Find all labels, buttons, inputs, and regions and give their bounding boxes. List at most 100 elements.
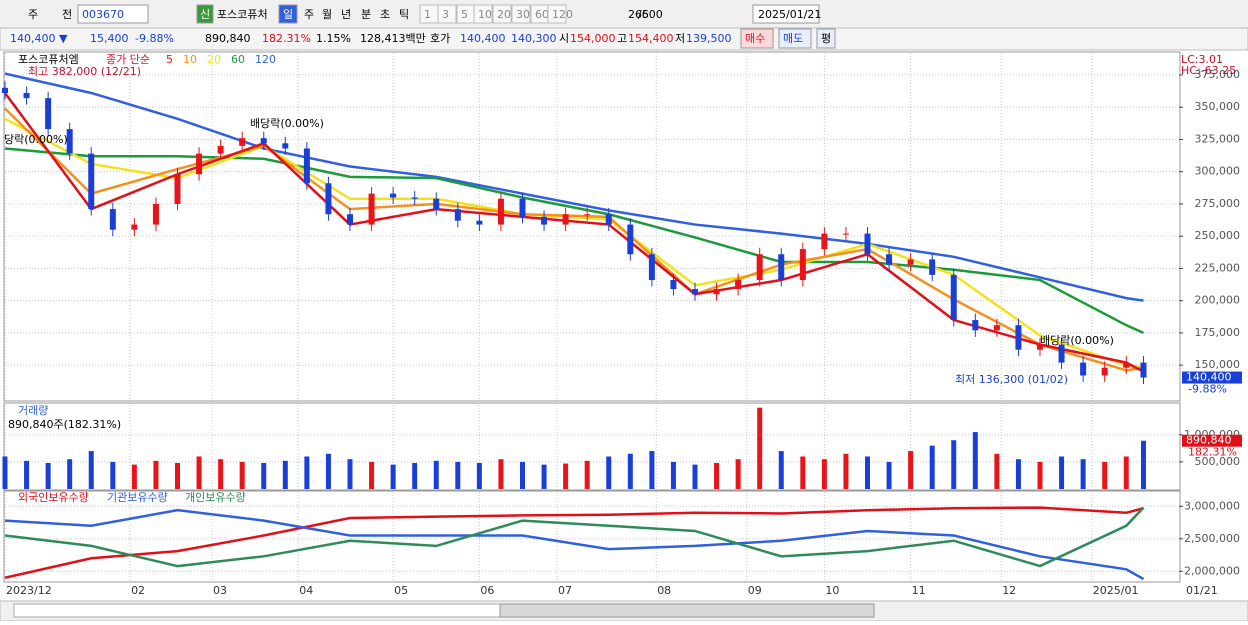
annotation: 배당락(0.00%) (250, 117, 324, 130)
toolbar-button[interactable] (547, 4, 567, 24)
toolbar-label[interactable]: 주 (28, 8, 38, 21)
toolbar-box[interactable] (77, 4, 149, 24)
info-value: 140,300 (511, 32, 557, 45)
toolbar-label[interactable]: 월 (322, 8, 332, 21)
candle-body (993, 325, 1000, 331)
volume-bar (541, 464, 547, 489)
candle-body (282, 143, 289, 149)
toolbar-label[interactable]: 60 (535, 8, 549, 21)
legend-label: 종가 단순 (106, 53, 150, 66)
candle-body (1037, 344, 1043, 350)
info-value: 154,400 (628, 32, 674, 45)
toolbar-label[interactable]: 2025/01/21 (758, 8, 821, 21)
trade-button[interactable] (740, 28, 774, 49)
legend-item: 20 (207, 53, 221, 66)
toolbar-label[interactable]: 초 (380, 8, 390, 21)
toolbar-box[interactable] (752, 4, 820, 24)
info-value: 140,400 ▼ (10, 32, 68, 45)
content: 주 전 003670 신 포스코퓨처 일 주 월 년 분 초 틱 1 3 5 10 20 30 60 120 265/6… (2, 4, 1242, 597)
current-price: 140,400 (1186, 371, 1232, 384)
toolbar-label[interactable]: 틱 (399, 8, 409, 21)
volume-bar (88, 451, 94, 489)
y-tick-label: 325,000 (1195, 132, 1241, 145)
scroll-thumb[interactable] (499, 603, 875, 618)
volume-bar (218, 459, 224, 489)
current-price-box (1182, 371, 1242, 384)
volume-bar (239, 461, 245, 489)
toolbar-button[interactable] (473, 4, 493, 24)
toolbar-label[interactable]: 3 (442, 8, 449, 21)
toolbar-box[interactable] (196, 4, 214, 24)
volume-bar (67, 459, 73, 489)
volume-bar (563, 463, 569, 489)
volume-bar (347, 459, 353, 489)
volume-bar (886, 461, 892, 489)
trade-button[interactable] (778, 28, 812, 49)
volume-bar (649, 451, 655, 489)
candle-body (842, 233, 849, 235)
candle-body (929, 259, 936, 275)
toolbar-label[interactable]: 신 (200, 8, 210, 21)
candle-body (476, 220, 483, 225)
trade-button[interactable] (816, 28, 836, 49)
toolbar-label[interactable]: 5 (461, 8, 468, 21)
volume-bar (1141, 440, 1146, 489)
candle-body (713, 289, 720, 295)
volume-bar (175, 462, 180, 489)
toolbar-button[interactable] (511, 4, 531, 24)
info-value: 시 (559, 32, 569, 45)
toolbar-label[interactable]: 265 (628, 8, 649, 21)
volume-bar (390, 464, 396, 489)
volume-bar (1123, 456, 1129, 489)
side-label: LC:3.01 (1181, 53, 1223, 66)
toolbar-label[interactable]: 30 (516, 8, 530, 21)
volume-bar (455, 461, 461, 489)
volume-bar (1037, 461, 1043, 489)
toolbar-button[interactable] (492, 4, 512, 24)
volume-bar (929, 445, 935, 489)
toolbar-label[interactable]: 003670 (82, 8, 124, 21)
toolbar-button[interactable] (437, 4, 457, 24)
candle-body (799, 249, 806, 281)
legend-item: 기관보유수량 (107, 491, 168, 504)
pane-title: 포스코퓨처엠 (18, 53, 79, 66)
holdings-pane (3, 490, 1181, 583)
candle-body (2, 87, 8, 93)
toolbar-label[interactable]: 년 (341, 8, 351, 21)
candle-body (735, 280, 742, 290)
toolbar-label[interactable]: 일 (283, 7, 293, 21)
info-value: 15,400 (90, 32, 129, 45)
toolbar-label[interactable]: 포스코퓨처 (217, 8, 268, 21)
x-tick-label: 03 (213, 584, 227, 597)
toolbar-box[interactable] (278, 4, 298, 24)
toolbar-label[interactable]: 120 (552, 8, 573, 21)
y-tick-label: 2,000,000 (1184, 564, 1240, 577)
toolbar-label[interactable]: 주 (304, 8, 314, 21)
toolbar-label[interactable]: /600 (638, 8, 663, 21)
legend-item: 외국인보유수량 (18, 491, 89, 504)
candle-body (519, 198, 526, 217)
toolbar-label[interactable]: 10 (478, 8, 492, 21)
legend-item: 60 (231, 53, 245, 66)
candle-body (950, 274, 957, 321)
toolbar-label[interactable]: 20 (497, 8, 511, 21)
volume-bar (951, 440, 957, 489)
toolbar-label[interactable]: 분 (361, 8, 371, 21)
x-tick-label: 11 (912, 584, 926, 597)
volume-bar (908, 451, 914, 489)
candle-body (627, 224, 634, 255)
volume-bar (800, 456, 806, 489)
toolbar-label[interactable]: 전 (62, 8, 72, 21)
volume-bar (972, 432, 978, 489)
candle-body (692, 289, 698, 295)
candle-body (217, 145, 224, 154)
y-tick-label: 500,000 (1195, 455, 1241, 468)
legend-item: 10 (183, 53, 197, 66)
toolbar-label[interactable]: 1 (424, 8, 431, 21)
candle-body (390, 193, 397, 198)
legend-item: 120 (255, 53, 276, 66)
info-value: 매수 (745, 32, 765, 45)
candle-body (196, 153, 203, 175)
info-value: -9.88% (135, 32, 174, 45)
line-series (4, 506, 1144, 579)
